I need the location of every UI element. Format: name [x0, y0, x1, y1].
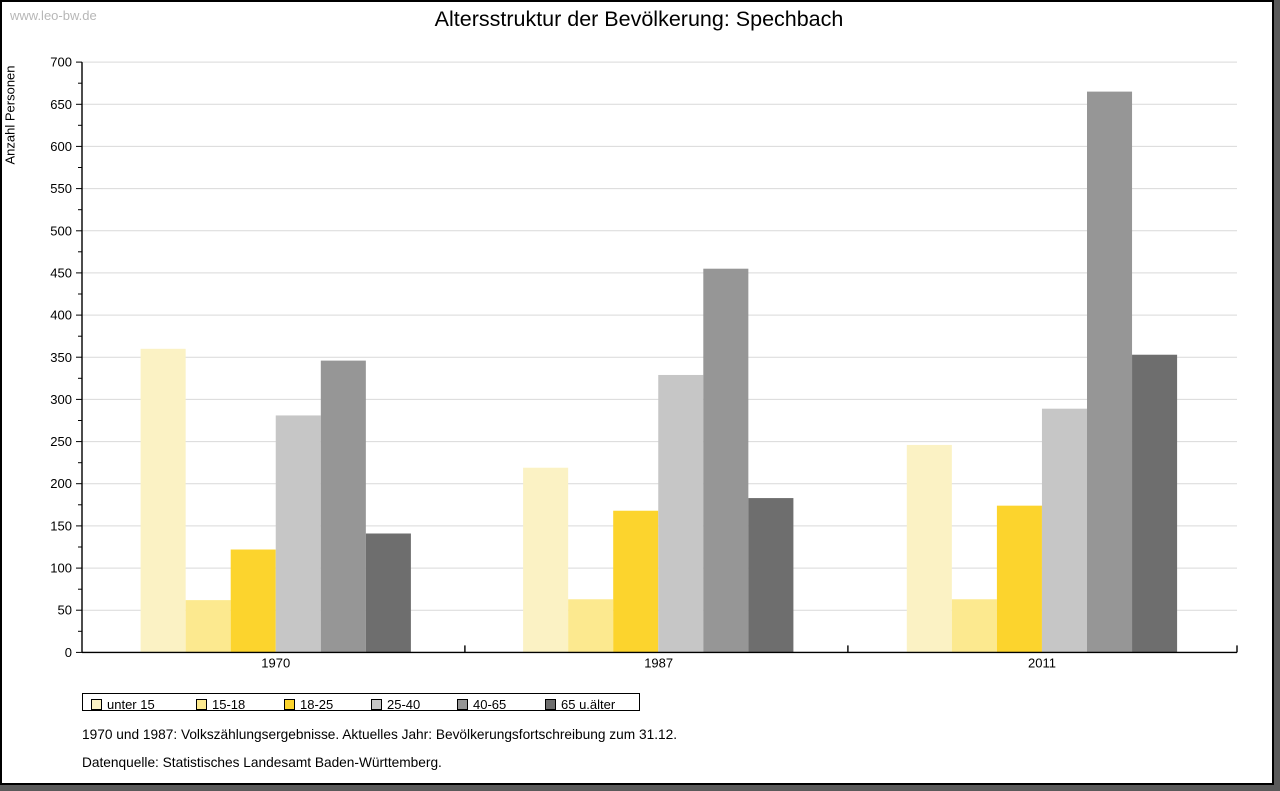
svg-text:700: 700 — [50, 55, 72, 70]
svg-text:100: 100 — [50, 561, 72, 576]
svg-text:1970: 1970 — [261, 656, 290, 671]
svg-text:1987: 1987 — [644, 656, 673, 671]
svg-text:250: 250 — [50, 434, 72, 449]
svg-text:300: 300 — [50, 392, 72, 407]
svg-text:600: 600 — [50, 139, 72, 154]
svg-text:350: 350 — [50, 350, 72, 365]
svg-text:150: 150 — [50, 518, 72, 533]
svg-text:650: 650 — [50, 97, 72, 112]
svg-text:50: 50 — [58, 603, 72, 618]
svg-text:2011: 2011 — [1028, 656, 1056, 671]
svg-text:500: 500 — [50, 223, 72, 238]
svg-text:200: 200 — [50, 476, 72, 491]
svg-text:450: 450 — [50, 265, 72, 280]
svg-text:400: 400 — [50, 308, 72, 323]
svg-text:550: 550 — [50, 181, 72, 196]
svg-text:0: 0 — [65, 645, 72, 660]
